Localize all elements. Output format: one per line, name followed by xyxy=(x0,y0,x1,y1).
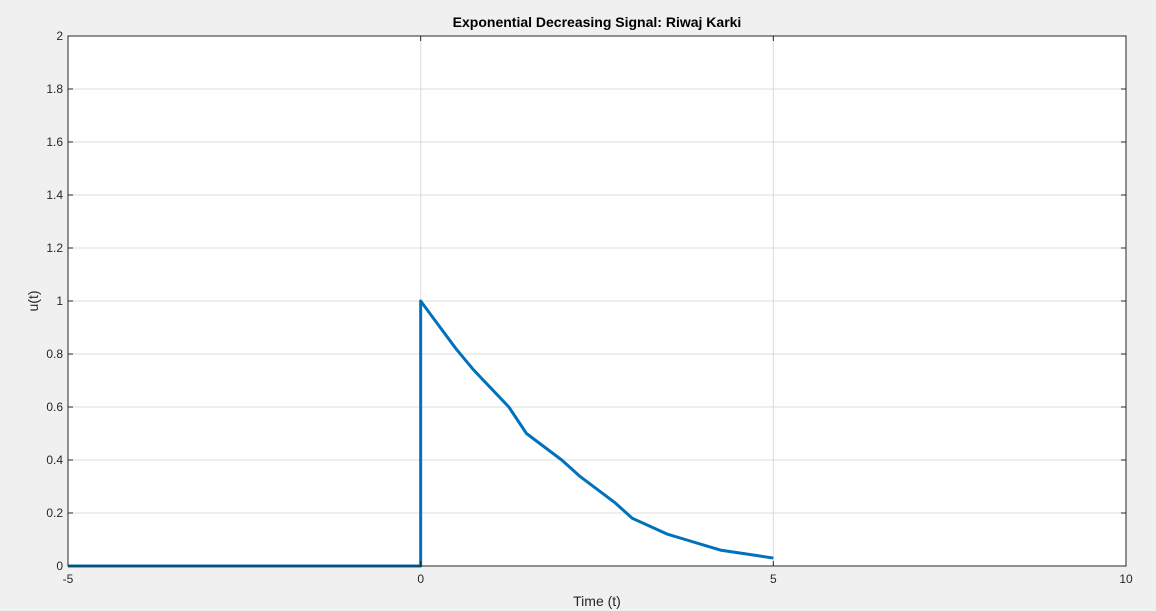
y-tick-label: 0.8 xyxy=(46,347,63,361)
y-tick-label: 1.4 xyxy=(46,188,63,202)
y-tick-label: 2 xyxy=(56,29,63,43)
x-tick-label: 10 xyxy=(1119,572,1133,586)
y-tick-label: 0.4 xyxy=(46,453,63,467)
x-tick-label: 5 xyxy=(770,572,777,586)
y-tick-label: 0.2 xyxy=(46,506,63,520)
y-tick-label: 1.8 xyxy=(46,82,63,96)
signal-line xyxy=(68,299,774,568)
x-tick-label: -5 xyxy=(63,572,74,586)
y-tick-label: 0.6 xyxy=(46,400,63,414)
x-tick-label: 0 xyxy=(417,572,424,586)
chart-title: Exponential Decreasing Signal: Riwaj Kar… xyxy=(453,14,742,30)
y-tick-label: 1.6 xyxy=(46,135,63,149)
grid xyxy=(68,36,1126,566)
x-axis-label: Time (t) xyxy=(573,593,621,609)
plot-area xyxy=(68,299,774,568)
y-tick-label: 1 xyxy=(56,294,63,308)
y-tick-label: 0 xyxy=(56,559,63,573)
y-axis-label: u(t) xyxy=(25,291,41,312)
y-tick-label: 1.2 xyxy=(46,241,63,255)
